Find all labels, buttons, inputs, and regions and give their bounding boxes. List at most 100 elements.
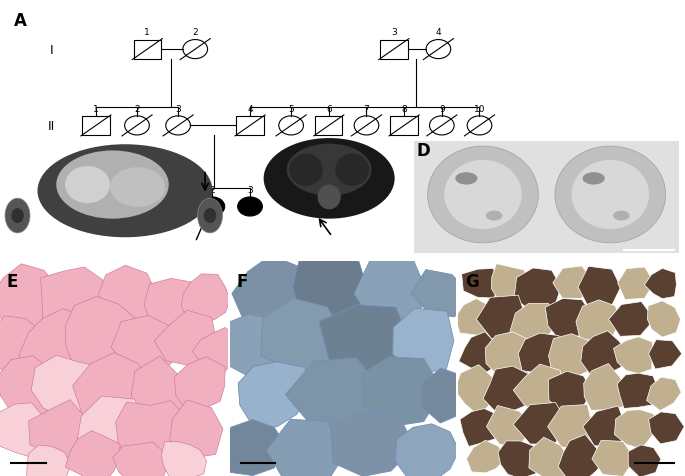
Polygon shape: [460, 409, 504, 446]
Ellipse shape: [264, 139, 395, 219]
Text: E: E: [7, 272, 18, 290]
Polygon shape: [614, 337, 653, 374]
Polygon shape: [154, 310, 216, 365]
Polygon shape: [116, 401, 198, 463]
Polygon shape: [514, 268, 561, 312]
Text: 2: 2: [134, 104, 140, 113]
Polygon shape: [581, 331, 629, 375]
Ellipse shape: [456, 173, 477, 185]
Text: F: F: [237, 272, 249, 290]
Polygon shape: [513, 364, 561, 414]
Ellipse shape: [197, 199, 223, 233]
Text: 3: 3: [391, 28, 397, 37]
Polygon shape: [40, 268, 110, 335]
Ellipse shape: [125, 117, 149, 136]
Polygon shape: [113, 442, 167, 476]
Text: 10: 10: [474, 104, 485, 113]
Polygon shape: [576, 300, 621, 341]
Ellipse shape: [289, 154, 323, 187]
Polygon shape: [132, 357, 191, 424]
Polygon shape: [645, 269, 676, 299]
Text: G: G: [465, 272, 479, 290]
Ellipse shape: [238, 198, 262, 217]
Polygon shape: [583, 406, 625, 448]
Ellipse shape: [11, 208, 24, 224]
Ellipse shape: [571, 160, 649, 230]
Bar: [236, 117, 264, 136]
Text: 1: 1: [172, 185, 177, 194]
Polygon shape: [354, 258, 427, 327]
Polygon shape: [65, 431, 120, 476]
Polygon shape: [0, 316, 48, 375]
Polygon shape: [549, 334, 600, 379]
Polygon shape: [455, 365, 501, 416]
Ellipse shape: [426, 40, 451, 60]
Polygon shape: [0, 356, 59, 421]
Text: 7: 7: [364, 104, 369, 113]
Ellipse shape: [583, 173, 605, 185]
Text: 4: 4: [247, 104, 253, 113]
Bar: [134, 40, 161, 60]
Polygon shape: [498, 441, 541, 476]
Ellipse shape: [183, 40, 208, 60]
Polygon shape: [29, 400, 99, 457]
Ellipse shape: [613, 211, 630, 221]
Ellipse shape: [110, 168, 165, 208]
Polygon shape: [99, 266, 157, 325]
Polygon shape: [456, 299, 499, 336]
Text: III: III: [46, 200, 57, 214]
Text: 6: 6: [326, 104, 332, 113]
Ellipse shape: [162, 198, 187, 217]
Ellipse shape: [38, 145, 212, 238]
Ellipse shape: [354, 117, 379, 136]
Polygon shape: [510, 304, 559, 342]
Text: 1: 1: [145, 28, 150, 37]
Polygon shape: [0, 264, 68, 338]
Polygon shape: [192, 328, 240, 373]
Text: 8: 8: [401, 104, 407, 113]
Ellipse shape: [467, 117, 492, 136]
Text: D: D: [416, 142, 430, 160]
Polygon shape: [485, 332, 529, 382]
Bar: [315, 117, 342, 136]
Text: 3: 3: [247, 185, 253, 194]
Polygon shape: [395, 424, 459, 476]
Polygon shape: [618, 268, 654, 300]
Text: 2: 2: [192, 28, 198, 37]
Polygon shape: [558, 435, 606, 476]
Ellipse shape: [279, 117, 303, 136]
Polygon shape: [162, 442, 207, 476]
Polygon shape: [393, 308, 454, 374]
Ellipse shape: [65, 167, 110, 204]
Polygon shape: [647, 377, 682, 411]
Ellipse shape: [203, 208, 216, 224]
Polygon shape: [584, 364, 627, 410]
Polygon shape: [519, 333, 562, 374]
Text: 9: 9: [439, 104, 445, 113]
Text: 5: 5: [288, 104, 294, 113]
Polygon shape: [545, 299, 594, 343]
Polygon shape: [649, 340, 682, 369]
Polygon shape: [592, 440, 635, 476]
Text: II: II: [48, 119, 55, 133]
Text: 1: 1: [93, 104, 99, 113]
Polygon shape: [77, 396, 147, 463]
Polygon shape: [211, 315, 282, 377]
Text: C: C: [257, 142, 269, 160]
Ellipse shape: [56, 151, 169, 219]
Polygon shape: [181, 274, 229, 325]
Polygon shape: [362, 357, 443, 427]
Polygon shape: [628, 445, 661, 476]
Ellipse shape: [166, 117, 190, 136]
Polygon shape: [319, 305, 411, 391]
Text: 2: 2: [210, 185, 215, 194]
Polygon shape: [513, 403, 569, 444]
Polygon shape: [65, 297, 139, 378]
Polygon shape: [486, 406, 534, 445]
Ellipse shape: [318, 185, 340, 210]
Polygon shape: [459, 332, 499, 374]
Polygon shape: [491, 264, 527, 305]
Polygon shape: [578, 267, 621, 308]
Polygon shape: [223, 420, 287, 476]
Polygon shape: [238, 362, 312, 427]
